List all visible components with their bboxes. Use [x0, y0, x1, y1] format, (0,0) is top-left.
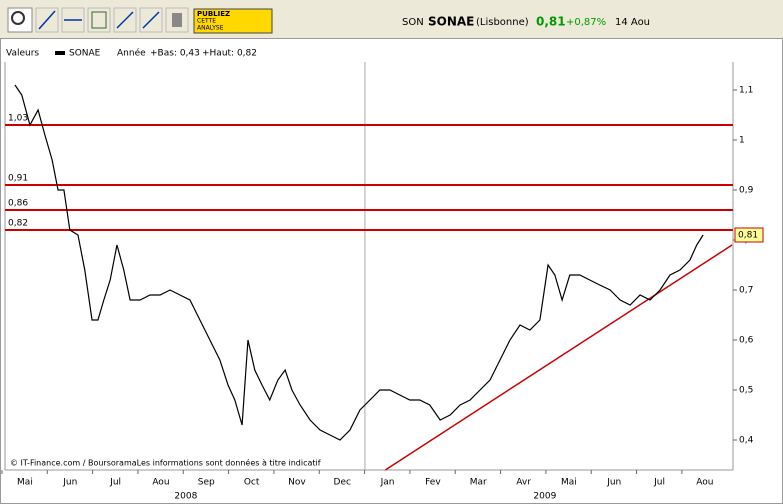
- x-tick-label: Aou: [152, 478, 169, 488]
- x-tick-label: Dec: [334, 478, 351, 488]
- header-market: (Lisbonne): [476, 17, 529, 28]
- tool-buttons[interactable]: [7, 7, 189, 33]
- publish-text: CETTE: [197, 18, 216, 25]
- legend-low: +Bas: 0,43: [150, 49, 200, 59]
- legend-swatch: [55, 51, 65, 55]
- legend-series: SONAE: [69, 49, 101, 59]
- trendline: [384, 244, 733, 471]
- legend-period: Année: [117, 48, 146, 59]
- icon: [116, 11, 134, 29]
- last-value-label: 0,81: [738, 231, 758, 241]
- x-tick-label: Jun: [606, 478, 621, 488]
- x-tick-label: Jul: [109, 478, 121, 488]
- y-tick-label: 1: [739, 136, 745, 146]
- x-tick-label: Jan: [380, 478, 395, 488]
- level-label: 0,86: [8, 199, 28, 209]
- y-tick-label: 1,1: [739, 86, 753, 96]
- header-name: SONAE: [428, 15, 474, 29]
- header-prefix: SON: [402, 17, 424, 28]
- x-tick-label: Aou: [696, 478, 713, 488]
- x-tick-label: Jul: [653, 478, 665, 488]
- year-label: 2008: [174, 492, 197, 502]
- x-tick-label: Sep: [198, 478, 215, 488]
- publish-text: PUBLIEZ: [197, 10, 230, 18]
- level-label: 0,82: [8, 219, 28, 229]
- chart-frame: [0, 38, 783, 504]
- level-label: 1,03: [8, 114, 28, 124]
- x-tick-label: Nov: [288, 478, 306, 488]
- x-tick-label: Mai: [561, 478, 577, 488]
- price-line: [14, 84, 704, 441]
- header-change: +0,87%: [566, 17, 606, 28]
- publish-button[interactable]: PUBLIEZ CETTE ANALYSE: [193, 8, 273, 34]
- publish-badge[interactable]: [193, 8, 273, 34]
- icon: [11, 11, 25, 25]
- x-tick-label: Jun: [62, 478, 77, 488]
- x-tick-label: Mar: [470, 478, 487, 488]
- x-tick-label: Avr: [516, 478, 531, 488]
- icon: [172, 13, 182, 27]
- icon: [91, 11, 107, 29]
- last-value-box: [734, 227, 764, 243]
- x-tick-label: Oct: [244, 478, 260, 488]
- header-price: 0,81: [536, 15, 566, 29]
- legend-label: Valeurs: [6, 49, 39, 59]
- level-label: 0,91: [8, 174, 28, 184]
- publish-text: ANALYSE: [197, 25, 224, 32]
- y-tick-label: 0,4: [739, 436, 754, 446]
- y-tick-label: 0,6: [739, 336, 754, 346]
- legend-high: +Haut: 0,82: [202, 49, 257, 59]
- y-tick-label: 0,5: [739, 386, 753, 396]
- tool-fibo[interactable]: [87, 7, 111, 33]
- x-tick-label: Fev: [425, 478, 441, 488]
- icon: [38, 10, 56, 30]
- y-tick-label: 0,7: [739, 286, 753, 296]
- y-tick-label: 0,9: [739, 186, 754, 196]
- year-label: 2009: [533, 492, 556, 502]
- icon: [142, 11, 160, 29]
- header-date: 14 Aou: [615, 17, 650, 28]
- x-tick-label: Mai: [17, 478, 33, 488]
- footer: © IT-Finance.com / BoursoramaLes informa…: [10, 458, 321, 468]
